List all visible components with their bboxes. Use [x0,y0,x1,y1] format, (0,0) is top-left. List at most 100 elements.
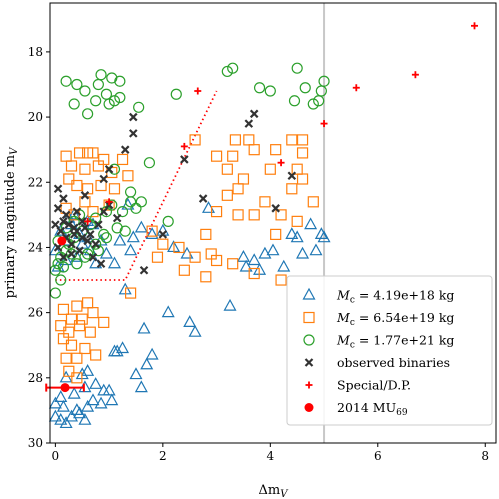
observed-point [96,259,106,269]
observed-point [80,191,90,200]
observed-point [59,252,68,262]
mc2-point [210,205,223,218]
mc3-point [264,85,276,97]
y-tick-label: 18 [28,45,43,59]
mc2-point [73,320,86,332]
mc1-point [48,396,62,409]
mc3-point [79,85,91,97]
mc1-point [129,367,143,380]
mc3-point [55,274,67,286]
mc2-point [87,205,99,218]
special-point [194,87,202,95]
mc3-point [313,95,325,107]
observed-point [94,220,103,229]
mc1-point [56,399,70,412]
mc1-point [285,227,299,240]
legend-box [286,275,493,426]
mc1-point [51,259,65,272]
observed-point [59,217,68,226]
mc1-point [290,230,304,243]
mc2-point [90,349,102,361]
mc2-point [178,264,190,276]
mc3-point [133,101,145,113]
mc1-point [258,246,272,259]
mc2-point [221,163,233,175]
plot-frame [49,2,497,444]
mc2-point [296,147,309,159]
mc2-point [125,287,137,299]
legend-marker-mc1 [302,287,316,300]
legend-label-mc2: Mc = 6.54e+19 kg [336,310,454,328]
mc1-point [107,256,121,269]
observed-point [77,233,87,242]
mc2-point [57,303,70,315]
mc2-point [275,209,287,221]
mc1-point [134,380,148,393]
legend-marker-mu69 [304,403,314,412]
mc1-point [183,315,197,328]
mc2-point [92,160,104,172]
special-point [320,120,328,128]
special-point [471,22,479,30]
mc1-point [121,197,135,210]
mc3-point [116,205,129,218]
mc1-point [145,227,159,240]
mc2-point [71,300,83,312]
mc2-point [229,134,241,146]
mc2-point [157,238,169,250]
special-point [105,198,113,206]
y-tick-label: 28 [28,371,43,385]
mc3-point [103,98,115,110]
legend-marker-mc2 [303,311,315,324]
mc3-point [90,95,102,107]
observed-point [120,145,130,154]
mc1-point [86,393,100,406]
mc1-point [317,230,331,243]
mc2-point [108,183,121,195]
observed-point [53,184,63,194]
mc2-point [60,352,72,364]
observed-point [67,239,76,249]
mc1-point [296,246,310,259]
observed-point [51,220,60,229]
mc2-point [232,183,244,195]
mc3-point [119,225,131,237]
mc2-point [275,274,287,286]
mc2-point [71,352,83,364]
mc1-point [81,399,95,412]
mc1-point [110,344,124,357]
mc1-point [223,298,237,311]
special-point [411,71,419,79]
observed-point [180,155,189,164]
mc1-point [126,230,140,243]
mc2-point [189,134,201,146]
mc1-point [247,253,261,266]
mc1-point [64,409,79,422]
observed-point [83,236,92,246]
mc2-point [248,267,260,280]
observed-point [69,230,79,239]
mc3-point [288,95,301,107]
mc2-point [63,365,75,377]
mc1-point [78,412,92,425]
mc2-point [291,215,303,227]
legend-label-mc3: Mc = 1.77e+21 kg [336,333,454,351]
observed-point [104,164,114,174]
mc1-point [140,357,154,370]
observed-point [77,217,87,226]
mc2-point [270,228,282,241]
mc2-point [151,251,164,263]
y-axis-label: primary magnitude mV [3,146,20,298]
legend-label-observed: observed binaries [337,355,450,370]
mc2-point [296,173,309,185]
mc3-point [143,157,156,169]
mc3-point [227,62,239,74]
mc2-point [248,144,260,156]
observed-point [59,194,68,203]
y-tick-label: 22 [28,175,43,189]
observed-point [112,213,122,223]
mc2-point [264,163,276,175]
x-tick-label: 0 [52,449,60,463]
mc2-point [122,170,134,182]
